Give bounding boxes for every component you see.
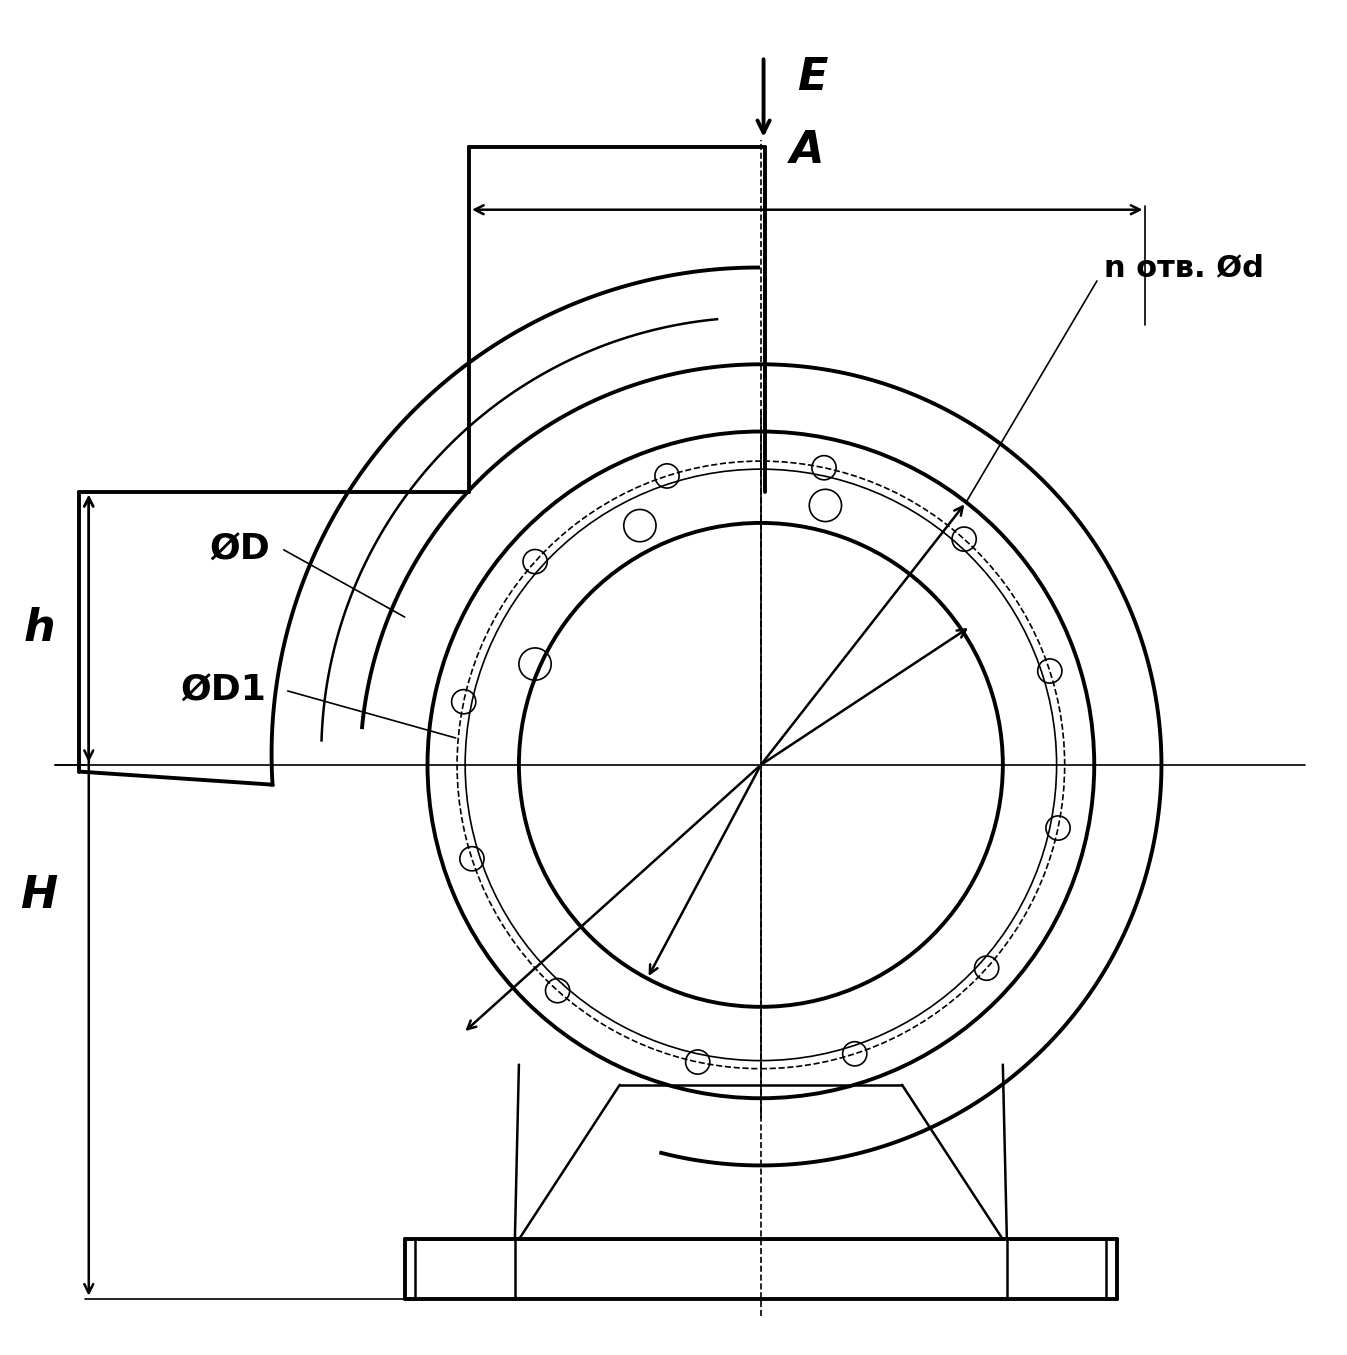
Text: H: H (20, 874, 58, 917)
Text: ØD1: ØD1 (180, 673, 267, 707)
Text: h: h (23, 607, 55, 650)
Text: E: E (797, 57, 827, 99)
Text: ØD: ØD (210, 533, 271, 566)
Text: n отв. Ød: n отв. Ød (1103, 253, 1263, 282)
Text: A: A (789, 129, 824, 172)
